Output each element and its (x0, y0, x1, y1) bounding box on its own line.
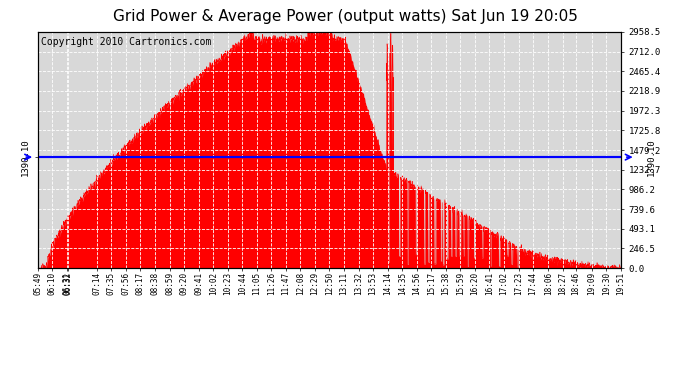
Text: Copyright 2010 Cartronics.com: Copyright 2010 Cartronics.com (41, 37, 211, 46)
Text: Grid Power & Average Power (output watts) Sat Jun 19 20:05: Grid Power & Average Power (output watts… (112, 9, 578, 24)
Text: 1390.10: 1390.10 (647, 138, 656, 176)
